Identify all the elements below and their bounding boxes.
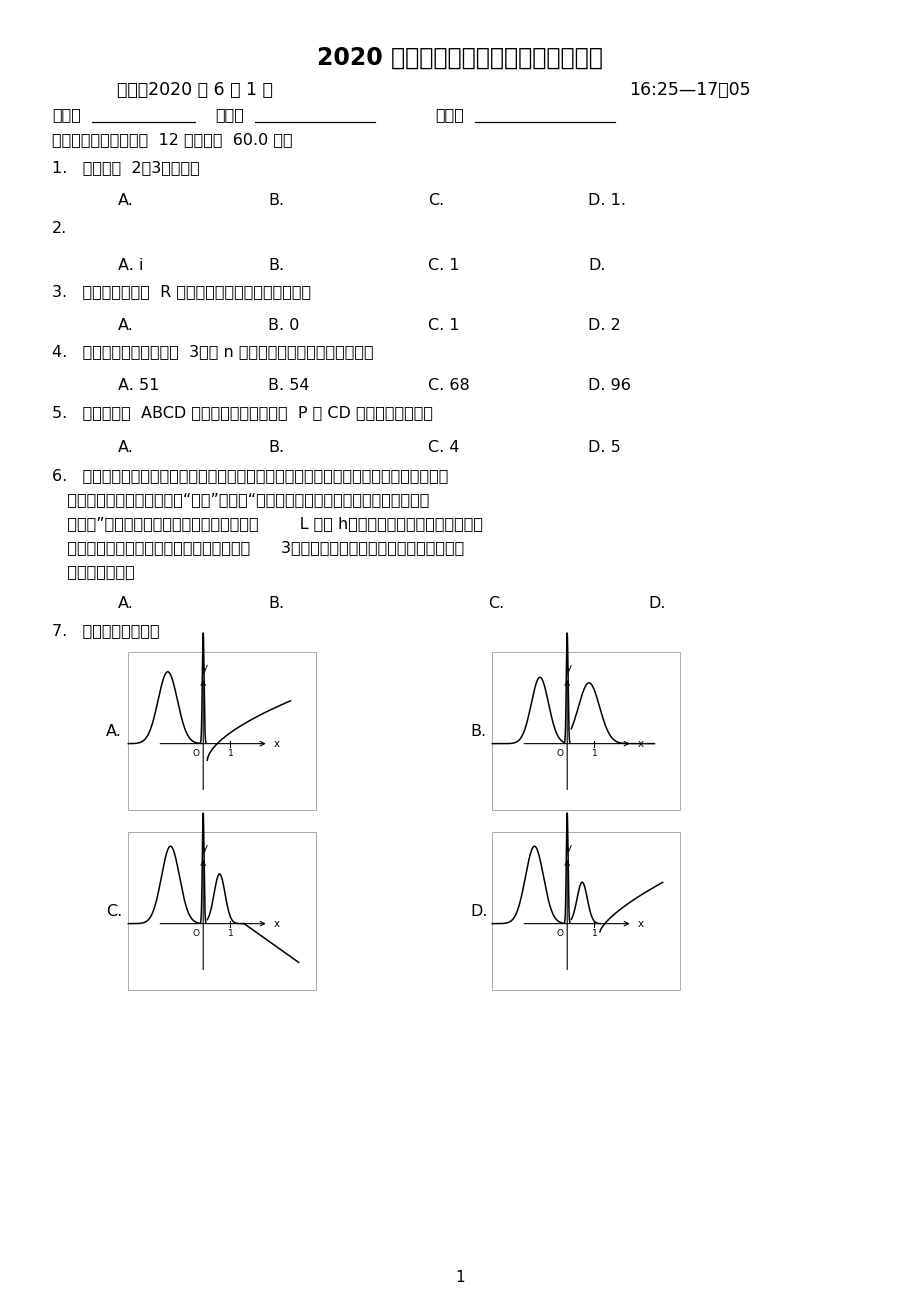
Text: A. i: A. i — [118, 258, 143, 272]
Text: D.: D. — [470, 903, 487, 919]
Text: C.: C. — [106, 903, 122, 919]
Text: 圆周率近似取为: 圆周率近似取为 — [52, 565, 134, 579]
Text: 2.: 2. — [52, 220, 67, 235]
Text: 一、选择题（本大题共  12 小题，共  60.0 分）: 一、选择题（本大题共 12 小题，共 60.0 分） — [52, 133, 292, 147]
Text: 六成一”该术相当于给出了由圆锥的底面周长        L 与高 h，计算器体积的近似公式．它实: 六成一”该术相当于给出了由圆锥的底面周长 L 与高 h，计算器体积的近似公式．它… — [52, 516, 482, 532]
Text: 7.   函数的图象大致是: 7. 函数的图象大致是 — [52, 623, 160, 639]
Text: 1: 1 — [455, 1271, 464, 1285]
Text: A.: A. — [118, 317, 134, 333]
Text: D.: D. — [587, 258, 605, 272]
Text: 1: 1 — [591, 748, 596, 757]
Text: D. 5: D. 5 — [587, 440, 620, 454]
Text: 姓名：: 姓名： — [52, 108, 81, 122]
Text: B.: B. — [267, 596, 284, 610]
Text: C. 68: C. 68 — [427, 377, 470, 393]
Text: D. 2: D. 2 — [587, 317, 620, 333]
Text: A.: A. — [118, 193, 134, 207]
Text: x: x — [637, 919, 643, 929]
Text: y: y — [202, 664, 208, 673]
Text: x: x — [273, 739, 279, 748]
Text: 1: 1 — [591, 929, 596, 938]
Text: B. 54: B. 54 — [267, 377, 309, 393]
Text: O: O — [192, 929, 199, 938]
Text: 的数学典籍．其中记载有求“囷盖”的术：“置如其周，令相承也．又以高乘之，三十: 的数学典籍．其中记载有求“囷盖”的术：“置如其周，令相承也．又以高乘之，三十 — [52, 493, 429, 507]
Text: 6.   算数书竹简与上世纪八十年代在湖北省江陵县张家山出土，这是我国现存最早的有系统: 6. 算数书竹简与上世纪八十年代在湖北省江陵县张家山出土，这是我国现存最早的有系… — [52, 468, 448, 484]
Bar — [492, 833, 679, 990]
Bar — [128, 652, 315, 811]
Text: B.: B. — [267, 258, 284, 272]
Text: 1.   已知集合  2，3，，，则: 1. 已知集合 2，3，，，则 — [52, 160, 199, 176]
Text: O: O — [556, 929, 563, 938]
Text: A.: A. — [118, 440, 134, 454]
Text: C.: C. — [427, 193, 444, 207]
Text: 際上是将圆锥体积公式中的圆周率近似取为      3，那么近似公式相当于圆锥体积公式中的: 際上是将圆锥体积公式中的圆周率近似取为 3，那么近似公式相当于圆锥体积公式中的 — [52, 540, 464, 556]
Bar — [492, 652, 679, 811]
Text: C. 4: C. 4 — [427, 440, 459, 454]
Text: 班级：: 班级： — [215, 108, 244, 122]
Text: D. 1.: D. 1. — [587, 193, 625, 207]
Text: 1: 1 — [227, 929, 233, 938]
Text: x: x — [273, 919, 279, 929]
Text: C. 1: C. 1 — [427, 258, 460, 272]
Text: C. 1: C. 1 — [427, 317, 460, 333]
Text: D.: D. — [647, 596, 664, 610]
Bar — [128, 833, 315, 990]
Text: y: y — [202, 843, 208, 853]
Text: B.: B. — [470, 723, 485, 739]
Text: B.: B. — [267, 440, 284, 454]
Text: O: O — [192, 748, 199, 757]
Text: 1: 1 — [227, 748, 233, 757]
Text: 5.   在直角梯形  ABCD 中，已知，，，，，若  P 为 CD 的中点，则的値为: 5. 在直角梯形 ABCD 中，已知，，，，，若 P 为 CD 的中点，则的値为 — [52, 406, 433, 420]
Text: 得分：: 得分： — [435, 108, 463, 122]
Text: C.: C. — [487, 596, 504, 610]
Text: 时间：2020 年 6 月 1 日: 时间：2020 年 6 月 1 日 — [117, 81, 273, 99]
Text: y: y — [565, 664, 572, 673]
Text: O: O — [556, 748, 563, 757]
Text: 4.   已知等差数列的公差为  3，前 n 项和为，且，，成等比数列，则: 4. 已知等差数列的公差为 3，前 n 项和为，且，，成等比数列，则 — [52, 345, 373, 359]
Text: B.: B. — [267, 193, 284, 207]
Text: y: y — [565, 843, 572, 853]
Text: x: x — [637, 739, 643, 748]
Text: A. 51: A. 51 — [118, 377, 159, 393]
Text: 3.   若函数是定义在  R 上的奇函数，，当时，，则实数: 3. 若函数是定义在 R 上的奇函数，，当时，，则实数 — [52, 285, 311, 299]
Text: B. 0: B. 0 — [267, 317, 299, 333]
Text: 16:25—17：05: 16:25—17：05 — [629, 81, 750, 99]
Text: A.: A. — [106, 723, 121, 739]
Text: 2020 居高三数学（理）第十次周测试卷: 2020 居高三数学（理）第十次周测试卷 — [317, 46, 602, 70]
Text: D. 96: D. 96 — [587, 377, 630, 393]
Text: A.: A. — [118, 596, 134, 610]
